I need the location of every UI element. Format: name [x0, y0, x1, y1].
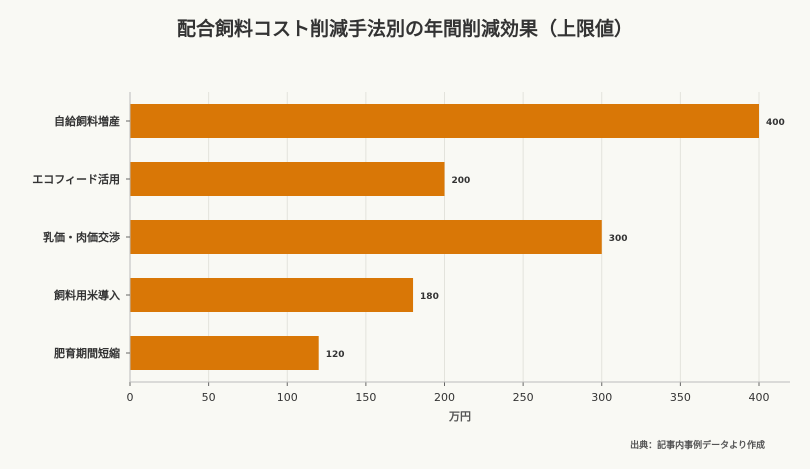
value-label: 400	[766, 118, 785, 128]
category-label: 乳価・肉価交渉	[43, 230, 120, 244]
bars: 400 200 300 180 120	[130, 104, 785, 370]
value-label: 200	[452, 176, 471, 186]
x-tick-label: 300	[591, 391, 612, 404]
value-label: 120	[326, 350, 345, 360]
x-tick-label: 200	[434, 391, 455, 404]
axes: 0 50 100 150 200 250 300 350 400 自給飼料増産エコフィード活用乳価…	[32, 92, 790, 404]
x-tick-label: 0	[127, 391, 134, 404]
category-label: 自給飼料増産	[54, 114, 120, 128]
category-label: 肥育期間短縮	[54, 346, 120, 360]
category-label: エコフィード活用	[32, 172, 120, 186]
bar	[130, 336, 319, 370]
x-tick-label: 50	[202, 391, 216, 404]
x-tick-label: 250	[513, 391, 534, 404]
source-note: 出典：記事内事例データより作成	[630, 441, 765, 451]
category-label: 飼料用米導入	[53, 288, 120, 302]
x-tick-label: 350	[670, 391, 691, 404]
value-label: 300	[609, 234, 628, 244]
bar	[130, 162, 445, 196]
chart-title: 配合飼料コスト削減手法別の年間削減効果（上限値）	[176, 18, 633, 40]
value-label: 180	[420, 292, 439, 302]
x-tick-label: 100	[277, 391, 298, 404]
x-axis-title: 万円	[448, 410, 471, 423]
x-tick-label: 400	[749, 391, 770, 404]
x-tick-label: 150	[355, 391, 376, 404]
bar	[130, 104, 759, 138]
bar	[130, 220, 602, 254]
bar	[130, 278, 414, 312]
